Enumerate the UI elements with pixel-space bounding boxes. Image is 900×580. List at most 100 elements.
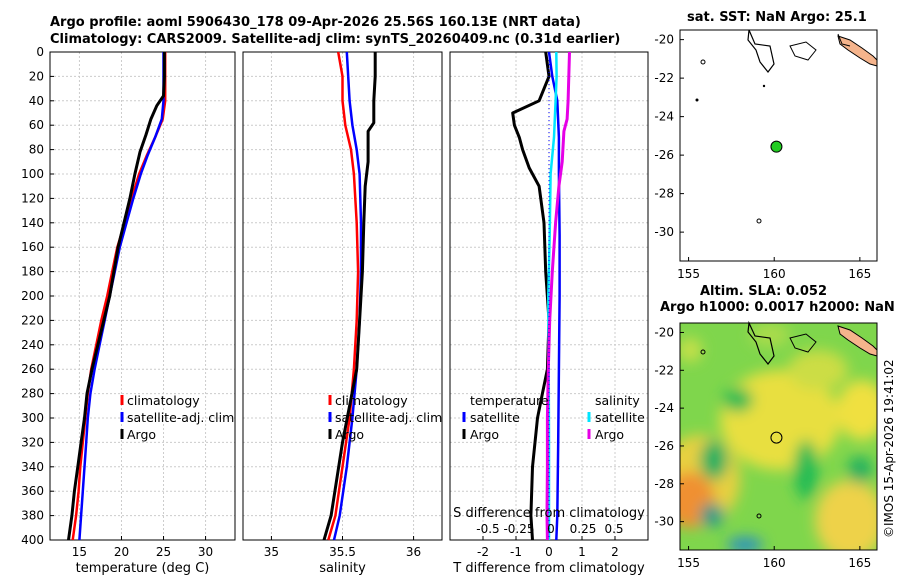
legend-label: satellite [470, 410, 520, 425]
legend-label: satellite-adj. clim [127, 410, 234, 425]
series-line-argo [322, 52, 377, 541]
y-tick-label: 300 [21, 411, 44, 425]
sla-field [680, 323, 877, 550]
y-tick-label: 240 [21, 338, 44, 352]
legend-label: Argo [335, 427, 364, 442]
sla-blob [700, 440, 728, 480]
x-tick-label: 35.5 [329, 545, 356, 559]
legend-label: Argo [127, 427, 156, 442]
reef-outline [747, 320, 775, 365]
x-tick-label: 160 [763, 267, 786, 281]
y-tick-label: 80 [29, 143, 44, 157]
sst-map: 155 160 165 -20 -22 -24 -26 -28 -30 [654, 29, 878, 281]
sla-blob [837, 380, 877, 440]
y-tick-label: -28 [654, 477, 674, 491]
land-new-caledonia [837, 35, 878, 67]
legend-label: climatology [127, 393, 200, 408]
series-line-climatology [327, 51, 360, 541]
y-tick-label: 380 [21, 509, 44, 523]
y-tick-label: -30 [654, 225, 674, 239]
x-axis-label: T difference from climatology [452, 561, 645, 576]
y-tick-label: -20 [654, 33, 674, 47]
y-tick-label: 200 [21, 289, 44, 303]
profile-panel-temperature: 15 20 25 30 temperature (deg C) 0 20 40 60 80 100 1… [21, 45, 236, 576]
sla-blob [848, 456, 872, 484]
sla-blobs [680, 323, 877, 550]
x-tick-label: -2 [477, 545, 489, 559]
y-tick-label: -26 [654, 439, 674, 453]
x-tick-label: 165 [848, 556, 871, 570]
x-tick-label: 25 [156, 545, 171, 559]
legend-label: climatology [335, 393, 408, 408]
y-tick-label: 120 [21, 191, 44, 205]
sla-blob [788, 350, 848, 390]
x-tick-label: 1 [578, 545, 586, 559]
y-tick-label: 0 [36, 45, 44, 59]
y-tick-label: 280 [21, 387, 44, 401]
reef-outline [837, 33, 851, 47]
title-line-1: Argo profile: aoml 5906430_178 09-Apr-20… [50, 15, 581, 30]
series-line-argo [67, 52, 166, 541]
y-tick-label: -22 [654, 363, 674, 377]
y-tick-label: 320 [21, 435, 44, 449]
y-tick-label: -22 [654, 71, 674, 85]
reef-dot [700, 59, 706, 65]
x-tick-label: 160 [763, 556, 786, 570]
legend-title-temperature: temperature [470, 393, 549, 408]
y-tick-label: -30 [654, 515, 674, 529]
y-tick-label: 260 [21, 362, 44, 376]
reef-dot [762, 84, 766, 88]
sla-blob [815, 480, 877, 550]
s-diff-tick-label: 0.5 [604, 522, 623, 536]
x-tick-label: 15 [72, 545, 87, 559]
x-tick-label: 155 [677, 267, 700, 281]
x-tick-label: 165 [848, 267, 871, 281]
reef-outline [747, 29, 775, 73]
y-tick-label: 160 [21, 240, 44, 254]
sla-blob [727, 537, 763, 550]
s-diff-tick-label: -0.25 [503, 522, 534, 536]
legend-label: Argo [470, 427, 499, 442]
sla-map-title-2: Argo h1000: 0.0017 h2000: NaN [660, 300, 895, 315]
map-frame [679, 322, 878, 551]
reef-dot [695, 98, 699, 102]
sst-map-title: sat. SST: NaN Argo: 25.1 [687, 10, 867, 25]
x-axis-label: salinity [319, 561, 366, 576]
x-tick-label: -1 [510, 545, 522, 559]
x-tick-label: 36 [406, 545, 421, 559]
y-tick-label: 40 [29, 94, 44, 108]
x-axis-label: temperature (deg C) [76, 561, 210, 576]
s-diff-tick-label: 0.25 [570, 522, 597, 536]
x-tick-label: 155 [677, 556, 700, 570]
y-tick-label: -26 [654, 148, 674, 162]
profile-panel-salinity: 35 35.5 36 salinity climatology satellite-adj… [242, 51, 443, 576]
series-line-s-argo [545, 51, 571, 541]
sla-blob [680, 338, 702, 362]
argo-location-marker [770, 431, 783, 444]
sla-map: 155 160 165 -20 -22 -24 -26 -28 -30 [654, 320, 878, 570]
s-diff-tick-label: 0 [547, 522, 555, 536]
legend-label: satellite [595, 410, 645, 425]
y-tick-label: -24 [654, 110, 674, 124]
y-tick-label: 60 [29, 118, 44, 132]
legend-label: satellite-adj. clim [335, 410, 442, 425]
sla-blob [794, 440, 818, 500]
y-tick-label: -24 [654, 401, 674, 415]
y-tick-label: 340 [21, 460, 44, 474]
y-tick-label: 20 [29, 69, 44, 83]
legend-title-salinity: salinity [595, 393, 640, 408]
x-tick-label: 0 [545, 545, 553, 559]
y-tick-label: -20 [654, 325, 674, 339]
series-line-t-argo [511, 51, 551, 541]
title-line-2: Climatology: CARS2009. Satellite-adj cli… [50, 32, 621, 47]
sla-blob [750, 323, 790, 347]
reef-outline [789, 333, 817, 353]
y-tick-label: 140 [21, 216, 44, 230]
y-tick-label: 220 [21, 313, 44, 327]
reef-dot [756, 513, 762, 519]
legend-label: Argo [595, 427, 624, 442]
profile-panel-difference-from-climatology: -2 -1 0 1 2 T difference from climatology S di… [449, 51, 649, 576]
y-tick-label: 360 [21, 484, 44, 498]
x-tick-label: 20 [114, 545, 129, 559]
